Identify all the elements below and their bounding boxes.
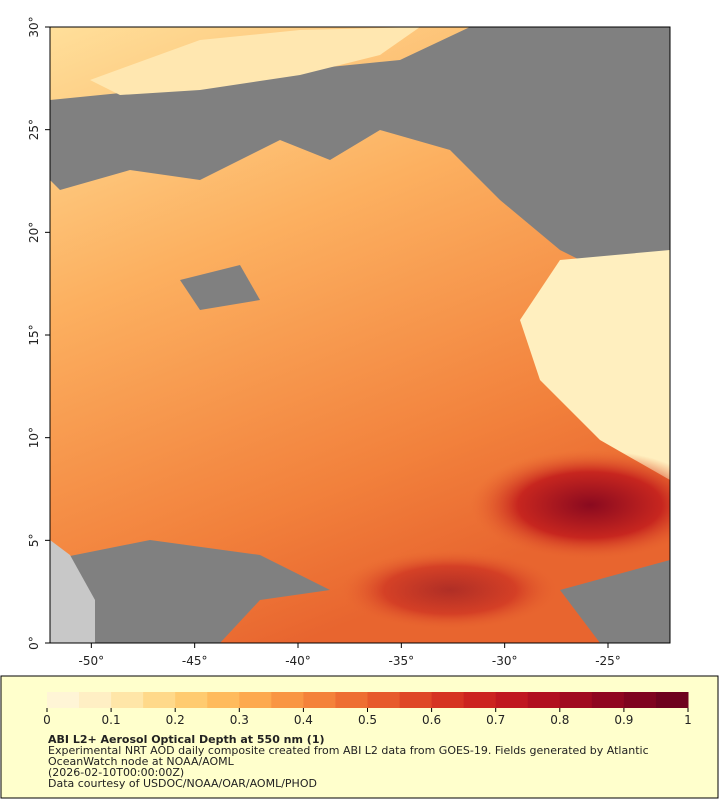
map-image xyxy=(50,27,670,643)
colorbar-tick-label: 0.9 xyxy=(614,713,633,727)
colorbar-swatch xyxy=(303,692,336,708)
colorbar-tick-label: 0 xyxy=(43,713,51,727)
colorbar-swatch xyxy=(47,692,80,708)
colorbar-swatch xyxy=(367,692,401,708)
colorbar-tick-label: 0.1 xyxy=(102,713,121,727)
colorbar-swatch xyxy=(79,692,112,708)
colorbar-swatch xyxy=(399,692,433,708)
colorbar-swatch xyxy=(495,692,529,708)
colorbar-tick-label: 0.8 xyxy=(550,713,569,727)
colorbar-tick-label: 0.5 xyxy=(358,713,377,727)
note: Data courtesy of USDOC/NOAA/OAR/AOML/PHO… xyxy=(48,777,317,790)
colorbar-swatch xyxy=(175,692,208,708)
y-tick-label: 30° xyxy=(27,16,41,37)
colorbar-tick-label: 0.3 xyxy=(230,713,249,727)
colorbar-swatch xyxy=(591,692,625,708)
x-tick-label: -30° xyxy=(492,654,518,668)
x-tick-label: -50° xyxy=(79,654,105,668)
colorbar-tick-label: 0.6 xyxy=(422,713,441,727)
colorbar-tick-label: 1 xyxy=(684,713,692,727)
y-tick-label: 0° xyxy=(27,636,41,650)
colorbar-swatch xyxy=(527,692,561,708)
y-tick-label: 20° xyxy=(27,222,41,243)
note: OceanWatch node at NOAA/AOML xyxy=(48,755,235,768)
x-tick-label: -40° xyxy=(285,654,311,668)
colorbar-tick-label: 0.4 xyxy=(294,713,313,727)
note: Experimental NRT AOD daily composite cre… xyxy=(48,744,649,757)
map-title: ABI L2+ Aerosol Optical Depth at 550 nm … xyxy=(48,733,325,746)
colorbar-swatch xyxy=(207,692,240,708)
colorbar-swatch xyxy=(559,692,593,708)
colorbar-swatch xyxy=(271,692,304,708)
note: (2026-02-10T00:00:00Z) xyxy=(48,766,184,779)
colorbar-swatch xyxy=(463,692,497,708)
x-tick-label: -35° xyxy=(389,654,415,668)
colorbar-swatch xyxy=(623,692,657,708)
colorbar-swatch xyxy=(655,692,689,708)
colorbar-swatch xyxy=(431,692,465,708)
y-tick-label: 15° xyxy=(27,324,41,345)
y-tick-label: 5° xyxy=(27,534,41,548)
x-tick-label: -45° xyxy=(182,654,208,668)
colorbar-tick-label: 0.2 xyxy=(166,713,185,727)
y-tick-label: 10° xyxy=(27,427,41,448)
colorbar-swatch xyxy=(143,692,176,708)
colorbar-swatch xyxy=(335,692,368,708)
colorbar-swatch xyxy=(239,692,272,708)
colorbar-tick-label: 0.7 xyxy=(486,713,505,727)
y-tick-label: 25° xyxy=(27,119,41,140)
colorbar-swatch xyxy=(111,692,144,708)
x-tick-label: -25° xyxy=(595,654,621,668)
